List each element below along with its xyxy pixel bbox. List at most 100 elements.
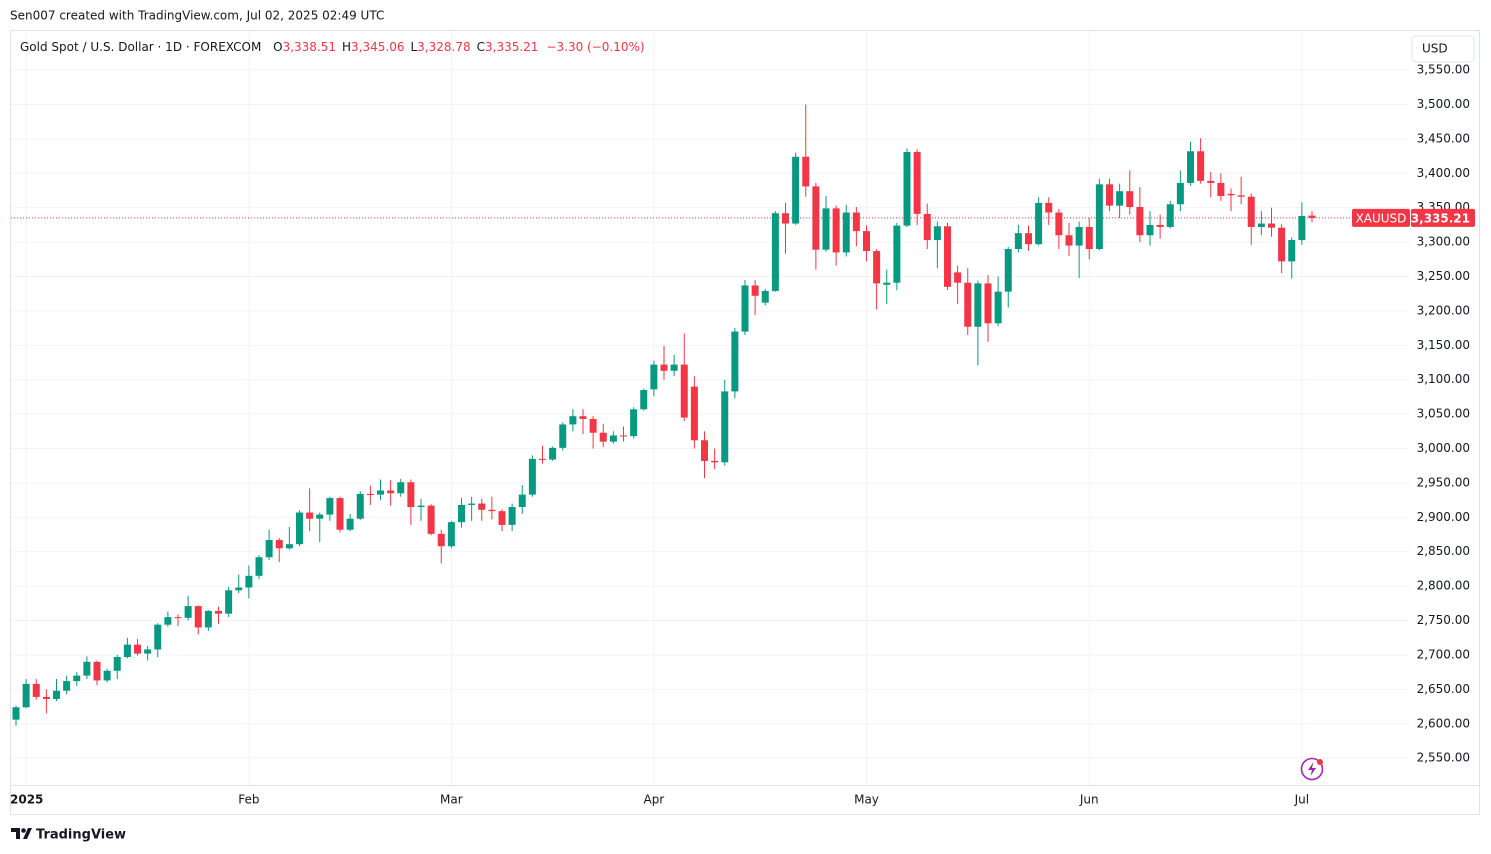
candle-body [437, 533, 445, 547]
candle-body [1207, 180, 1215, 183]
candle-body [417, 505, 425, 508]
candle-body [346, 518, 354, 530]
candle-body [356, 493, 364, 519]
candle-body [1166, 204, 1174, 227]
candle-body [751, 285, 759, 296]
candle-body [164, 617, 172, 625]
candle-body [721, 391, 729, 463]
candle-body [458, 504, 465, 523]
candle-body [822, 208, 830, 250]
candle-body [336, 498, 344, 530]
candle-body [670, 364, 678, 371]
legend-key: H [342, 40, 351, 54]
candle-body [478, 503, 486, 510]
candle-body [1288, 240, 1296, 262]
symbol-tag-label: XAUUSD [1356, 211, 1407, 225]
candle-body [63, 681, 71, 691]
y-tick-label: 3,150.00 [1417, 338, 1470, 352]
legend-value: 3,335.21 [485, 40, 538, 54]
candle-body [680, 364, 688, 418]
candle-body [518, 494, 526, 508]
candle-body [1187, 151, 1194, 183]
candle-body [1126, 191, 1134, 208]
candle-body [660, 364, 668, 371]
grid [11, 31, 1410, 785]
price-tag [1411, 208, 1475, 227]
candle-body [407, 482, 415, 508]
candle-body [1247, 196, 1255, 227]
candle-body [73, 675, 81, 682]
candle-body [984, 283, 992, 324]
candle-body [1055, 212, 1063, 236]
candle-body [994, 291, 1002, 324]
currency-button[interactable] [1411, 35, 1475, 63]
symbol-tag [1352, 208, 1410, 227]
legend-change: −3.30 (−0.10%) [546, 40, 644, 54]
x-tick-label: Jun [1079, 793, 1099, 807]
alert-icon[interactable] [1300, 757, 1324, 781]
candle-body [1227, 193, 1235, 196]
candle-body [12, 707, 20, 720]
candle-body [893, 225, 901, 283]
candle-body [427, 505, 435, 534]
candle-body [1268, 223, 1275, 228]
candle-body [741, 285, 749, 332]
candle-body [1116, 191, 1124, 206]
candle-body [1237, 195, 1245, 197]
candle-body [701, 440, 708, 461]
candle-body [1197, 151, 1205, 181]
candle-body [83, 661, 91, 676]
y-tick-label: 3,550.00 [1417, 63, 1470, 77]
candle-body [1136, 207, 1144, 236]
currency[interactable]: USD [1422, 42, 1448, 56]
candle-body [1146, 224, 1154, 236]
candle-body [265, 540, 273, 558]
candle-body [1004, 248, 1012, 292]
y-tick-label: 3,200.00 [1417, 303, 1470, 317]
candle-body [528, 458, 536, 495]
candle-body [1156, 224, 1164, 227]
candle-body [1106, 184, 1113, 206]
candle-body [1278, 227, 1286, 262]
y-tick-label: 3,300.00 [1417, 235, 1470, 249]
candle-body [1298, 215, 1306, 241]
y-tick-label: 3,450.00 [1417, 131, 1470, 145]
candle-body [569, 416, 577, 425]
legend-value: 3,338.51 [283, 40, 336, 54]
y-tick-label: 2,700.00 [1417, 647, 1470, 661]
candle-body [387, 490, 395, 494]
candle-body [366, 493, 374, 495]
candle-body [620, 435, 627, 437]
candle-body [711, 460, 719, 463]
candle-body [255, 557, 263, 576]
candle-body [1025, 233, 1032, 245]
legend-value: 3,328.78 [417, 40, 470, 54]
candle-body [549, 447, 557, 460]
candle-body [863, 231, 870, 252]
candle-body [225, 590, 233, 614]
candle-body [539, 458, 546, 460]
candle-body [377, 490, 384, 495]
candle-body [559, 424, 567, 448]
candle-body [903, 151, 911, 226]
x-tick-label: May [854, 793, 879, 807]
y-tick-label: 3,050.00 [1417, 407, 1470, 421]
candle-body [1045, 202, 1053, 213]
y-tick-label: 2,600.00 [1417, 716, 1470, 730]
y-tick-label: 2,950.00 [1417, 475, 1470, 489]
candle-body [944, 226, 951, 287]
candle-body [326, 498, 334, 515]
candle-body [316, 514, 324, 519]
candle-body [22, 683, 30, 708]
candle-body [468, 503, 476, 505]
candle-body [32, 683, 40, 697]
candle-body [923, 213, 931, 241]
candle-body [842, 212, 850, 253]
candle-body [1014, 233, 1022, 249]
brand: TradingView [36, 828, 126, 843]
legend-value: 3,345.06 [351, 40, 404, 54]
candle-body [1095, 184, 1103, 249]
chart-frame [10, 30, 1480, 815]
candle-body [42, 696, 50, 699]
candle-body [974, 283, 982, 327]
